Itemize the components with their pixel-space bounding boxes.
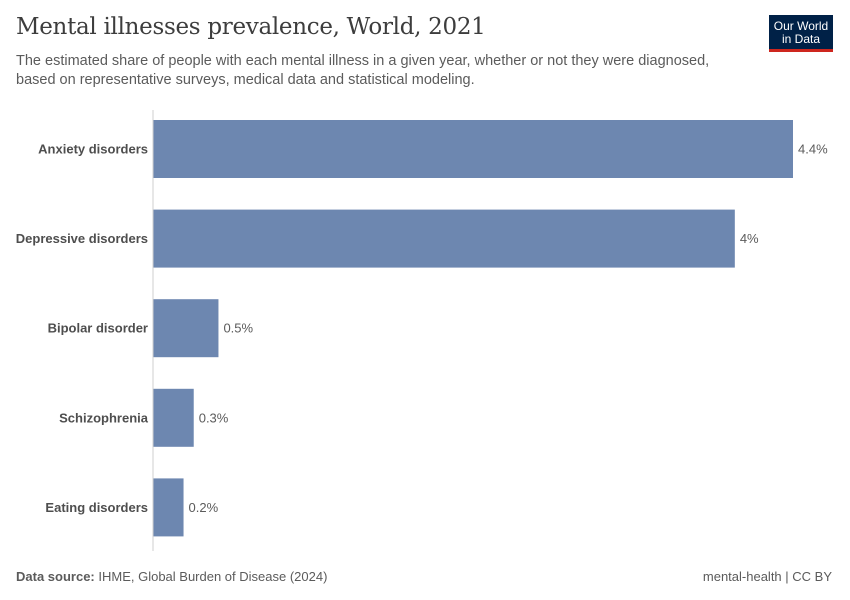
category-label: Schizophrenia	[59, 410, 149, 425]
data-label: 0.2%	[189, 500, 219, 515]
data-source: Data source: IHME, Global Burden of Dise…	[16, 569, 327, 584]
data-label: 0.3%	[199, 410, 229, 425]
category-label: Bipolar disorder	[48, 321, 148, 336]
data-source-label: Data source:	[16, 569, 95, 584]
bar	[153, 120, 793, 178]
logo-line-1: Our World	[773, 19, 829, 33]
bar	[153, 209, 735, 268]
data-label: 4%	[740, 231, 759, 246]
bar	[153, 299, 219, 358]
footer-license[interactable]: mental-health | CC BY	[702, 569, 832, 584]
data-label: 4.4%	[798, 142, 828, 157]
bar	[153, 388, 194, 447]
chart-title: Mental illnesses prevalence, World, 2021	[16, 14, 486, 40]
category-label: Depressive disorders	[16, 231, 148, 246]
bar	[153, 478, 184, 537]
owid-logo[interactable]: Our World in Data	[769, 15, 833, 52]
chart-subtitle: The estimated share of people with each …	[16, 53, 710, 88]
category-label: Eating disorders	[45, 500, 148, 515]
data-source-text: IHME, Global Burden of Disease (2024)	[94, 569, 328, 584]
logo-line-2: in Data	[781, 32, 821, 46]
data-label: 0.5%	[223, 321, 253, 336]
category-label: Anxiety disorders	[38, 142, 148, 157]
